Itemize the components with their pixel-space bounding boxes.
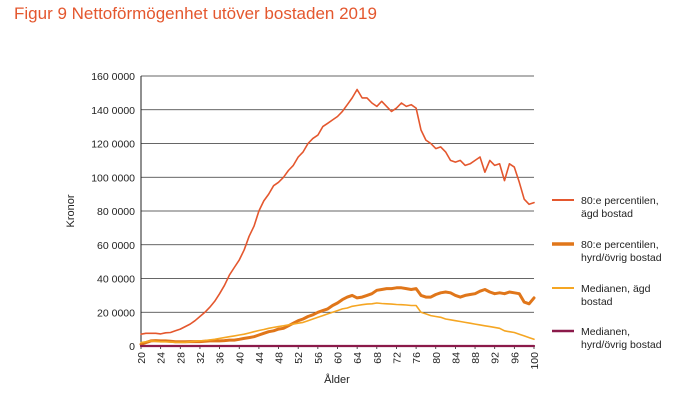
y-axis-title: Kronor — [65, 194, 77, 227]
x-tick-label: 80 — [431, 352, 443, 364]
y-tick-label: 100 0000 — [91, 172, 135, 184]
x-tick-label: 68 — [372, 352, 384, 364]
x-tick-label: 36 — [215, 352, 227, 364]
legend-label-1-line1: 80:e percentilen, — [581, 195, 659, 207]
y-tick-label: 40 0000 — [97, 274, 135, 286]
x-tick-label: 44 — [254, 352, 266, 364]
series-line-1 — [140, 88, 535, 336]
y-tick-label: 160 0000 — [91, 71, 135, 83]
x-axis-title: Ålder — [324, 373, 350, 386]
x-tick-label: 24 — [156, 352, 168, 364]
legend-label-2-line1: 80:e percentilen, — [581, 239, 659, 251]
x-tick-label: 88 — [470, 352, 482, 364]
figure-title: Figur 9 Nettoförmögenhet utöver bostaden… — [14, 4, 377, 23]
x-tick-label: 84 — [450, 352, 462, 364]
x-tick-label: 72 — [391, 352, 403, 364]
x-tick-label: 32 — [195, 352, 207, 364]
series-lines — [139, 88, 536, 348]
x-tick-label: 56 — [313, 352, 325, 364]
x-tick-label: 48 — [274, 352, 286, 364]
x-tick-label: 96 — [509, 352, 521, 364]
x-tick-label: 92 — [490, 352, 502, 364]
y-tick-label: 60 0000 — [97, 240, 135, 252]
legend-label-4-line1: Medianen, — [581, 326, 630, 338]
legend-label-3-line1: Medianen, ägd — [581, 283, 651, 295]
x-tick-label: 64 — [352, 352, 364, 364]
x-tick-label: 28 — [175, 352, 187, 364]
x-tick-label: 52 — [293, 352, 305, 364]
legend-label-2-line2: hyrd/övrig bostad — [581, 252, 662, 264]
legend-label-4-line2: hyrd/övrig bostad — [581, 339, 662, 351]
x-tick-label: 76 — [411, 352, 423, 364]
x-tick-label: 20 — [136, 352, 148, 364]
x-tick-label: 100 — [529, 352, 541, 370]
y-tick-label: 120 0000 — [91, 139, 135, 151]
y-tick-label: 20 0000 — [97, 307, 135, 319]
x-tick-label: 40 — [234, 352, 246, 364]
y-tick-label: 80 0000 — [97, 206, 135, 218]
series-line-3 — [140, 302, 535, 344]
y-tick-label: 0 — [129, 341, 135, 353]
y-tick-label: 140 0000 — [91, 105, 135, 117]
x-tick-label: 60 — [333, 352, 345, 364]
legend-label-1-line2: ägd bostad — [581, 208, 633, 220]
axes: 0 20 0000 40 0000 60 0000 80 0000 100 0000 120… — [91, 71, 541, 370]
legend-label-3-line2: bostad — [581, 296, 613, 308]
